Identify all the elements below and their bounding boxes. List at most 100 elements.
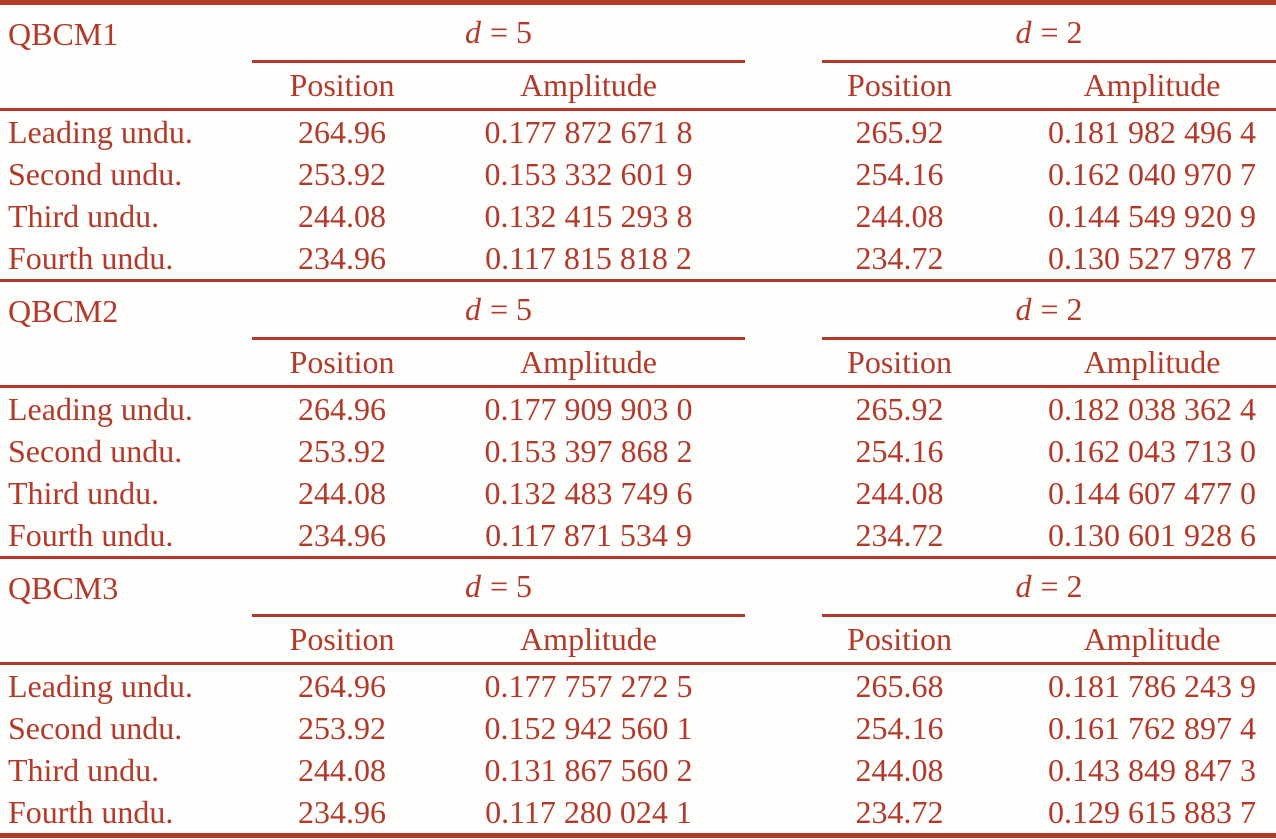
section-name: QBCM1 bbox=[8, 15, 119, 52]
d-symbol: d bbox=[465, 291, 481, 327]
cell-d5-amplitude: 0.177 909 903 0 bbox=[484, 390, 693, 427]
d5-equals: = 5 bbox=[489, 568, 532, 604]
table-row: Third undu. 244.08 0.132 483 749 6 244.0… bbox=[0, 472, 1276, 514]
position-header-d2: Position bbox=[847, 344, 952, 380]
position-header-d2: Position bbox=[847, 621, 952, 657]
row-label: Second undu. bbox=[8, 155, 183, 192]
d-symbol: d bbox=[1015, 14, 1032, 50]
position-header-d5: Position bbox=[289, 67, 395, 103]
cell-d5-position: 244.08 bbox=[298, 751, 386, 788]
cell-d2-position: 234.72 bbox=[855, 793, 944, 830]
row-label: Second undu. bbox=[8, 709, 183, 746]
cell-d2-amplitude: 0.161 762 897 4 bbox=[1048, 709, 1256, 746]
cell-d2-position: 254.16 bbox=[855, 432, 944, 469]
cell-d5-position: 264.96 bbox=[298, 390, 386, 427]
cell-d2-amplitude: 0.144 607 477 0 bbox=[1048, 474, 1256, 511]
group-gap bbox=[745, 5, 822, 63]
cell-d5-amplitude: 0.177 757 272 5 bbox=[484, 667, 693, 704]
group-header-d5: d = 5 bbox=[252, 5, 745, 63]
cell-d2-position: 244.08 bbox=[855, 197, 944, 234]
cell-d2-position: 234.72 bbox=[855, 516, 944, 553]
cell-d5-position: 234.96 bbox=[298, 516, 386, 553]
group-header-d2: d = 2 bbox=[822, 559, 1276, 617]
row-label: Second undu. bbox=[8, 432, 183, 469]
cell-d5-amplitude: 0.132 483 749 6 bbox=[484, 474, 693, 511]
amplitude-header-d2: Amplitude bbox=[1083, 621, 1221, 657]
column-header-row: Position Amplitude Position Amplitude bbox=[0, 63, 1276, 111]
table-row: Leading undu. 264.96 0.177 909 903 0 265… bbox=[0, 388, 1276, 430]
group-header-row: QBCM1 d = 5 d = 2 bbox=[0, 5, 1276, 63]
table-row: Leading undu. 264.96 0.177 757 272 5 265… bbox=[0, 665, 1276, 707]
cell-d2-position: 244.08 bbox=[855, 474, 944, 511]
amplitude-header-d5: Amplitude bbox=[520, 67, 657, 103]
position-header-d5: Position bbox=[289, 344, 395, 380]
cell-d5-position: 234.96 bbox=[298, 793, 386, 830]
table-row: Fourth undu. 234.96 0.117 871 534 9 234.… bbox=[0, 514, 1276, 556]
cell-d2-amplitude: 0.130 601 928 6 bbox=[1048, 516, 1256, 553]
group-header-d2: d = 2 bbox=[822, 282, 1276, 340]
cell-d5-position: 264.96 bbox=[298, 667, 386, 704]
d-symbol: d bbox=[465, 568, 481, 604]
table-section-qbcm2: QBCM2 d = 5 d = 2 Position Amplitude Pos… bbox=[0, 279, 1276, 556]
d2-equals: = 2 bbox=[1040, 14, 1083, 50]
cell-d5-amplitude: 0.153 332 601 9 bbox=[484, 155, 693, 192]
cell-d2-position: 244.08 bbox=[855, 751, 944, 788]
table-row: Second undu. 253.92 0.152 942 560 1 254.… bbox=[0, 707, 1276, 749]
amplitude-header-d2: Amplitude bbox=[1083, 67, 1221, 103]
column-header-row: Position Amplitude Position Amplitude bbox=[0, 617, 1276, 665]
cell-d5-position: 253.92 bbox=[298, 155, 386, 192]
cell-d2-amplitude: 0.182 038 362 4 bbox=[1048, 390, 1256, 427]
cell-d2-position: 265.92 bbox=[855, 113, 944, 150]
row-label: Leading undu. bbox=[8, 667, 193, 704]
section-name: QBCM2 bbox=[8, 292, 119, 329]
table-row: Third undu. 244.08 0.131 867 560 2 244.0… bbox=[0, 749, 1276, 791]
row-label: Third undu. bbox=[8, 197, 160, 234]
cell-d5-amplitude: 0.152 942 560 1 bbox=[484, 709, 693, 746]
group-header-d5: d = 5 bbox=[252, 559, 745, 617]
cell-d5-position: 234.96 bbox=[298, 239, 386, 276]
cell-d2-position: 234.72 bbox=[855, 239, 944, 276]
cell-d2-amplitude: 0.130 527 978 7 bbox=[1048, 239, 1256, 276]
table-row: Fourth undu. 234.96 0.117 280 024 1 234.… bbox=[0, 791, 1276, 833]
amplitude-header-d5: Amplitude bbox=[520, 621, 657, 657]
row-label: Fourth undu. bbox=[8, 793, 174, 830]
amplitude-header-d2: Amplitude bbox=[1083, 344, 1221, 380]
cell-d2-amplitude: 0.181 982 496 4 bbox=[1048, 113, 1256, 150]
cell-d5-position: 253.92 bbox=[298, 432, 386, 469]
column-header-row: Position Amplitude Position Amplitude bbox=[0, 340, 1276, 388]
cell-d2-amplitude: 0.181 786 243 9 bbox=[1048, 667, 1256, 704]
cell-d5-position: 244.08 bbox=[298, 474, 386, 511]
row-label: Fourth undu. bbox=[8, 239, 174, 276]
row-label: Third undu. bbox=[8, 751, 160, 788]
d2-equals: = 2 bbox=[1040, 568, 1083, 604]
table-row: Second undu. 253.92 0.153 332 601 9 254.… bbox=[0, 153, 1276, 195]
d-symbol: d bbox=[465, 14, 481, 50]
cell-d5-amplitude: 0.117 871 534 9 bbox=[485, 516, 692, 553]
table-row: Fourth undu. 234.96 0.117 815 818 2 234.… bbox=[0, 237, 1276, 279]
table-row: Second undu. 253.92 0.153 397 868 2 254.… bbox=[0, 430, 1276, 472]
section-name: QBCM3 bbox=[8, 569, 119, 606]
cell-d2-position: 265.92 bbox=[855, 390, 944, 427]
d-symbol: d bbox=[1015, 291, 1032, 327]
d5-equals: = 5 bbox=[489, 14, 532, 50]
d2-equals: = 2 bbox=[1040, 291, 1083, 327]
cell-d5-amplitude: 0.117 280 024 1 bbox=[485, 793, 692, 830]
row-label: Fourth undu. bbox=[8, 516, 174, 553]
group-gap bbox=[745, 559, 822, 617]
cell-d2-amplitude: 0.162 040 970 7 bbox=[1048, 155, 1256, 192]
d-symbol: d bbox=[1015, 568, 1032, 604]
group-header-row: QBCM2 d = 5 d = 2 bbox=[0, 282, 1276, 340]
table-section-qbcm3: QBCM3 d = 5 d = 2 Position Amplitude Pos… bbox=[0, 556, 1276, 833]
row-label: Leading undu. bbox=[8, 113, 193, 150]
cell-d2-amplitude: 0.162 043 713 0 bbox=[1048, 432, 1256, 469]
group-header-row: QBCM3 d = 5 d = 2 bbox=[0, 559, 1276, 617]
cell-d5-amplitude: 0.131 867 560 2 bbox=[484, 751, 693, 788]
cell-d5-amplitude: 0.153 397 868 2 bbox=[484, 432, 693, 469]
table-section-qbcm1: QBCM1 d = 5 d = 2 Position Amplitude Pos… bbox=[0, 5, 1276, 279]
cell-d2-position: 254.16 bbox=[855, 709, 944, 746]
cell-d5-amplitude: 0.117 815 818 2 bbox=[485, 239, 692, 276]
d5-equals: = 5 bbox=[489, 291, 532, 327]
cell-d5-amplitude: 0.132 415 293 8 bbox=[484, 197, 693, 234]
table-row: Leading undu. 264.96 0.177 872 671 8 265… bbox=[0, 111, 1276, 153]
